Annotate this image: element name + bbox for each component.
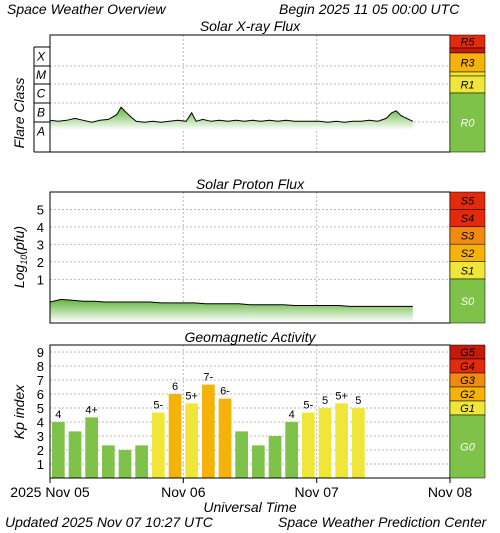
xray-tick-label: C [37,87,46,101]
x-tick-label: 2025 Nov 05 [10,484,90,500]
kp-bar [318,408,332,478]
x-tick-label: Nov 06 [161,484,206,500]
kp-bar-label: 6 [172,381,178,393]
kp-bar [218,398,232,478]
proton-tick-label: 2 [37,255,44,270]
proton-flux-line [49,298,413,307]
kp-bar [352,408,365,478]
kp-tick-label: 8 [37,359,44,374]
xray-scale-band [449,47,486,54]
kp-tick-label: 6 [37,387,44,402]
kp-scale-label: G3 [460,375,476,387]
proton-tick-label: 1 [37,272,44,287]
prediction-center: Space Weather Prediction Center [278,514,487,530]
kp-title: Geomagnetic Activity [185,329,317,345]
kp-bar-label: 5 [322,395,328,407]
xray-scale-band [449,71,486,77]
kp-scale-band [449,414,486,479]
kp-bar-label: 4 [289,409,295,421]
kp-bar-label: 5 [355,395,361,407]
kp-tick-label: 1 [37,457,44,472]
proton-tick-label: 5 [37,202,44,217]
kp-bar [152,412,165,478]
kp-tick-label: 5 [37,401,44,416]
kp-bar [52,422,65,478]
kp-bar-label: 5+ [335,390,348,402]
kp-tick-label: 7 [37,373,44,388]
kp-tick-label: 4 [37,415,44,430]
kp-bar [335,403,348,478]
kp-bar [185,403,198,478]
xray-tick-label: B [37,106,45,120]
xray-plot-area [50,35,450,152]
kp-scale-label: G2 [460,389,475,401]
xray-scale-label: R5 [460,37,475,49]
xray-scale-label: R3 [460,58,475,70]
proton-title: Solar Proton Flux [196,176,305,192]
x-tick-label: Nov 07 [294,484,339,500]
kp-bar [85,417,98,478]
proton-plot-area [50,192,450,323]
kp-bar [118,450,132,478]
xray-tick-label: A [36,125,45,139]
proton-flux-fill [50,299,413,322]
kp-bar [235,431,248,478]
xray-tick-label: X [36,50,46,64]
kp-bar-label: 4+ [85,404,98,416]
xray-scale-label: R1 [460,80,474,92]
updated-time: Updated 2025 Nov 07 10:27 UTC [5,514,213,530]
kp-scale-label: G0 [460,442,476,454]
kp-bar [202,384,215,478]
kp-bar [102,445,115,478]
xray-ylabel: Flare Class [11,78,27,149]
kp-tick-label: 3 [37,429,44,444]
kp-bar [285,422,298,478]
kp-bar-label: 4 [55,409,61,421]
kp-bar [252,445,265,478]
proton-scale-label: S2 [461,248,474,260]
xray-scale-label: R0 [460,118,475,130]
kp-bar [268,436,282,478]
kp-bar [135,445,148,478]
kp-bar-label: 7- [203,372,213,384]
proton-scale-label: S0 [461,296,475,308]
xray-tick-label: M [36,68,46,82]
kp-scale-label: G4 [460,361,475,373]
proton-scale-label: S5 [461,196,475,208]
kp-bar-label: 6- [220,386,230,398]
x-axis-label: Universal Time [203,499,296,515]
kp-bar-label: 5- [153,400,163,412]
kp-tick-label: 2 [37,443,44,458]
kp-ylabel: Kp index [11,384,27,439]
proton-scale-band [449,278,486,324]
proton-tick-label: 3 [37,237,44,252]
proton-scale-label: S4 [461,213,474,225]
kp-scale-label: G5 [460,347,476,359]
kp-bar [168,394,182,478]
page-title: Space Weather Overview [7,1,166,17]
kp-bar [68,431,82,478]
proton-tick-label: 4 [37,220,44,235]
xray-title: Solar X-ray Flux [200,18,301,34]
proton-scale-label: S1 [461,265,474,277]
proton-ylabel: Log10(pfu) [11,226,29,288]
x-tick-label: Nov 08 [428,484,473,500]
kp-scale-label: G1 [460,403,475,415]
kp-bar-label: 5+ [185,390,198,402]
xray-flux-fill [50,107,413,130]
xray-scale-band [449,92,486,153]
proton-scale-label: S3 [461,231,475,243]
kp-bar [302,412,315,478]
kp-plot-area [50,345,450,478]
begin-time: Begin 2025 11 05 00:00 UTC [279,1,460,17]
kp-bar-label: 5- [303,400,313,412]
xray-flux-line [49,106,414,123]
kp-tick-label: 9 [37,345,44,360]
